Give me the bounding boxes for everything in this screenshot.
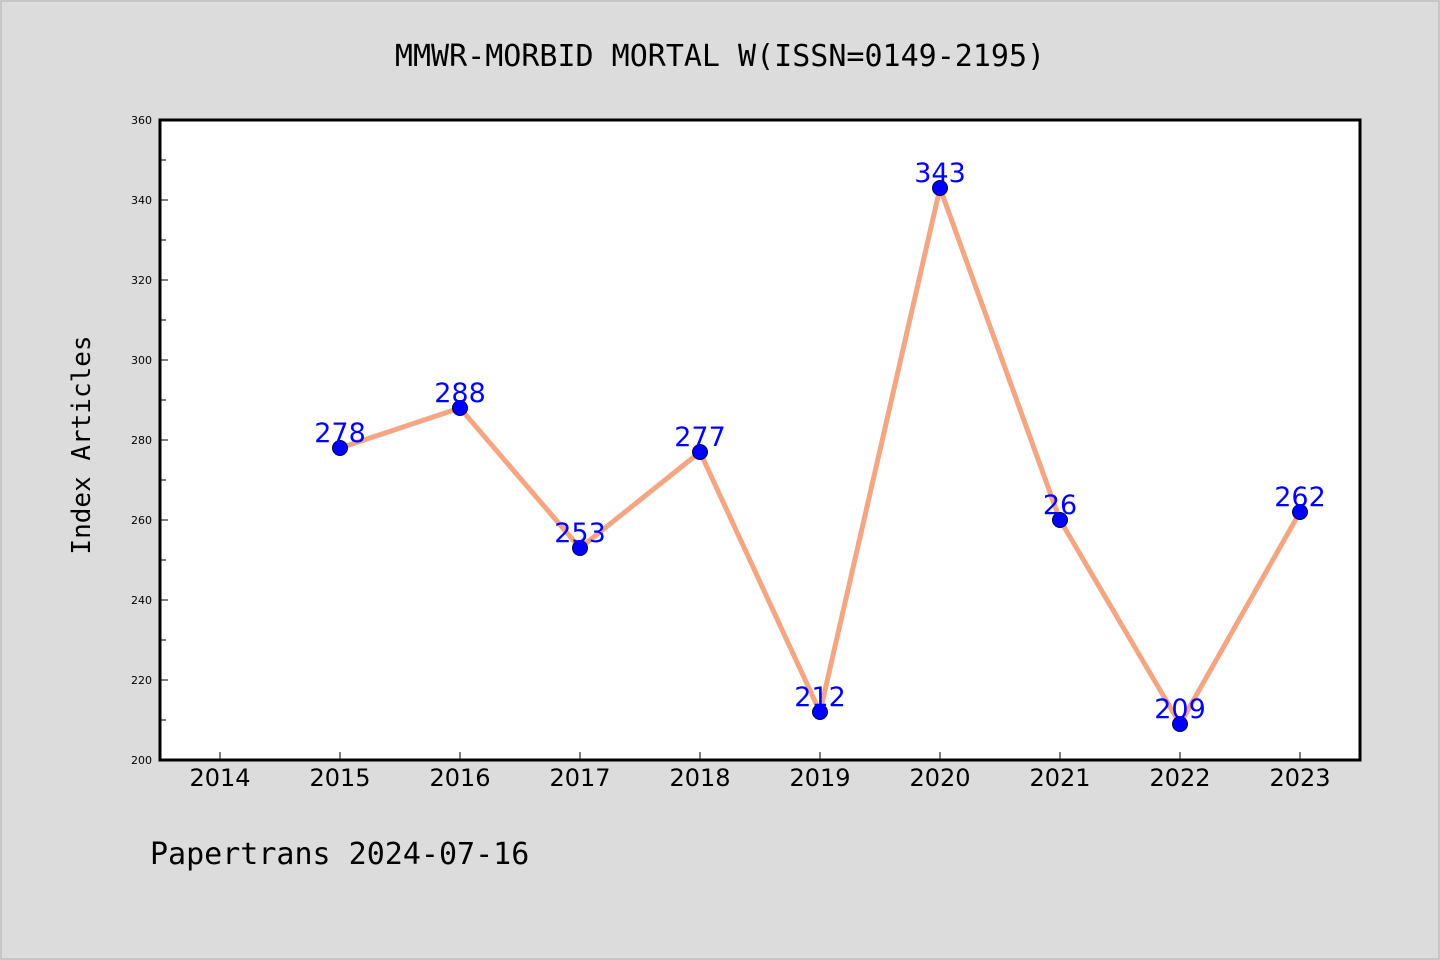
y-tick-label: 200 [131, 754, 152, 767]
plot-frame [158, 118, 1362, 762]
x-tick-label: 2016 [429, 764, 490, 792]
data-label: 277 [674, 422, 726, 453]
data-point [1292, 504, 1308, 520]
footer-note: Papertrans 2024-07-16 [150, 837, 529, 872]
x-tick-label: 2020 [909, 764, 970, 792]
y-tick-label: 300 [131, 354, 152, 367]
x-tick-label: 2019 [789, 764, 850, 792]
series-group [332, 180, 1308, 732]
data-label: 278 [314, 418, 366, 449]
x-tick-label: 2018 [669, 764, 730, 792]
y-axis-label: Index Articles [67, 335, 97, 554]
y-tick-label: 280 [131, 434, 152, 447]
x-tick-label: 2015 [309, 764, 370, 792]
x-tick-label: 2021 [1029, 764, 1090, 792]
data-label: 212 [794, 682, 846, 713]
data-label: 262 [1274, 482, 1326, 513]
data-labels: 278 288 253 277 212 343 26 209 262 [314, 158, 1326, 725]
data-label: 288 [434, 378, 486, 409]
data-label: 343 [914, 158, 966, 189]
data-point [1172, 716, 1188, 732]
data-point [692, 444, 708, 460]
x-tick-label: 2023 [1269, 764, 1330, 792]
chart-title: MMWR-MORBID MORTAL W(ISSN=0149-2195) [395, 39, 1045, 74]
data-point [1052, 512, 1068, 528]
y-tick-label: 260 [131, 514, 152, 527]
data-point [572, 540, 588, 556]
x-axis: 2014 2015 2016 2017 2018 2019 2020 2021 2022 2023 [189, 752, 1331, 792]
y-tick-label: 240 [131, 594, 152, 607]
data-point [452, 400, 468, 416]
x-tick-label: 2014 [189, 764, 250, 792]
x-tick-label: 2022 [1149, 764, 1210, 792]
data-label: 209 [1154, 694, 1206, 725]
x-tick-label: 2017 [549, 764, 610, 792]
y-tick-label: 320 [131, 274, 152, 287]
data-label: 253 [554, 518, 606, 549]
y-tick-label: 340 [131, 194, 152, 207]
y-tick-label: 360 [131, 114, 152, 127]
y-tick-label: 220 [131, 674, 152, 687]
data-point [812, 704, 828, 720]
data-label: 26 [1043, 490, 1077, 521]
data-point [332, 440, 348, 456]
data-point [932, 180, 948, 196]
